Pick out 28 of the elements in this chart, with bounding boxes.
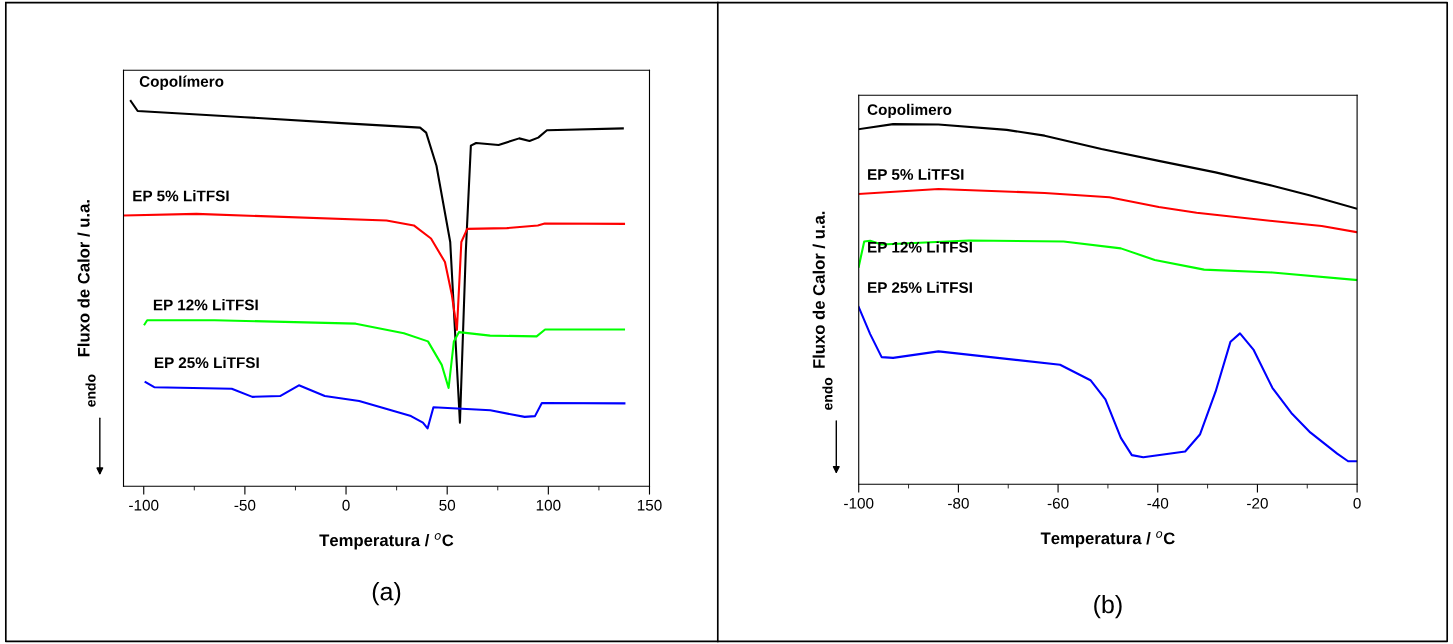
x-axis-title: Temperatura / $^{o}$C (319, 533, 454, 550)
series-label: Copolimero (867, 103, 952, 119)
text: endo (822, 377, 833, 410)
series-label: EP 5% LiTFSI (868, 168, 964, 180)
x-tick-label: 50 (439, 499, 456, 511)
text: (b) (1094, 594, 1122, 619)
x-tick-label: -20 (1247, 497, 1268, 509)
text: endo (85, 374, 96, 407)
x-tick-label: 100 (536, 499, 561, 511)
x-tick-label: -40 (1147, 497, 1169, 509)
x-tick-label: 0 (1353, 497, 1361, 509)
x-tick-label: 0 (342, 499, 350, 511)
x-tick-label: -100 (844, 497, 874, 509)
x-tick-label: 150 (637, 499, 662, 511)
series-label: EP 25% LiTFSI (868, 281, 972, 293)
x-tick-label: -50 (234, 499, 256, 511)
y-axis-title: Fluxo de Calor / u.a. (77, 200, 90, 357)
x-axis-title: Temperatura / $^{o}$C (1040, 531, 1175, 548)
text: (a) (372, 582, 401, 606)
series-label: EP 25% LiTFSI (154, 356, 259, 369)
series-label: EP 5% LiTFSI (133, 190, 229, 202)
series-label: EP 12% LiTFSI (153, 299, 258, 311)
series-label: EP 12% LiTFSI (868, 241, 972, 253)
x-tick-label: -100 (129, 499, 159, 511)
x-tick-label: -80 (948, 497, 969, 509)
y-axis-title: Fluxo de Calor / u.a. (812, 211, 826, 368)
series-label: Copolímero (139, 75, 224, 90)
x-tick-label: -60 (1047, 497, 1069, 509)
